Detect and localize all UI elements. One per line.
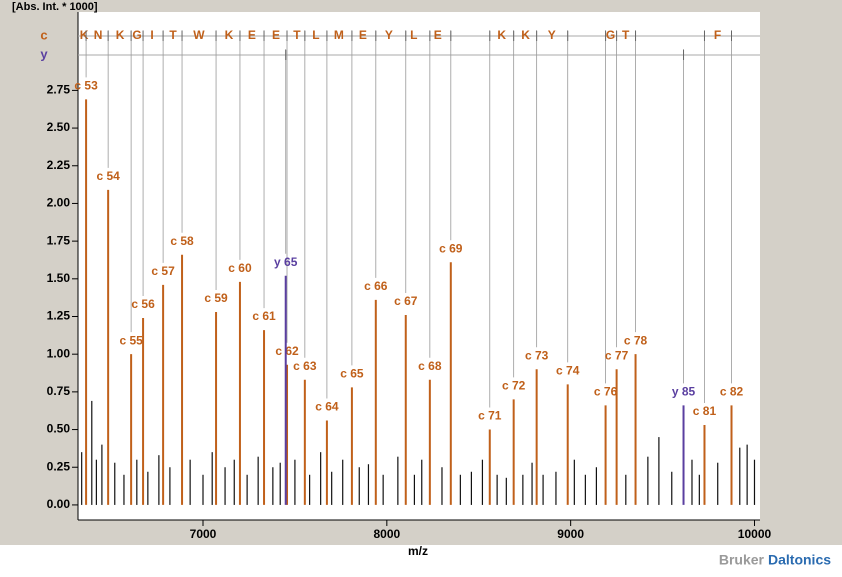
- peak-label: c 54: [96, 169, 120, 183]
- ladder-residue: W: [193, 28, 205, 42]
- ladder-residue: E: [434, 28, 442, 42]
- ladder-residue: F: [714, 28, 721, 42]
- y-axis-label: [Abs. Int. * 1000]: [12, 1, 98, 13]
- peak-label: c 74: [556, 364, 580, 378]
- y-tick-label: 0.75: [47, 384, 71, 398]
- peak-label: c 68: [418, 359, 442, 373]
- y-tick-label: 0.00: [47, 497, 71, 511]
- ladder-residue: K: [521, 28, 530, 42]
- ladder-residue: E: [359, 28, 367, 42]
- x-axis-label: m/z: [408, 544, 428, 558]
- plot-area: [78, 12, 760, 520]
- peak-label: c 56: [131, 297, 155, 311]
- y-tick-label: 1.75: [47, 233, 71, 247]
- peak-label: c 81: [693, 404, 717, 418]
- ladder-residue: K: [225, 28, 234, 42]
- peak-label: c 76: [594, 385, 618, 399]
- peak-label: c 57: [151, 264, 175, 278]
- x-tick-label: 8000: [373, 527, 400, 541]
- peak-label: c 66: [364, 279, 388, 293]
- peak-label: c 61: [252, 309, 276, 323]
- x-tick-label: 7000: [190, 527, 217, 541]
- peak-label: c 63: [293, 359, 317, 373]
- ladder-residue: T: [293, 28, 301, 42]
- ladder-residue: G: [132, 28, 141, 42]
- y-tick-label: 2.50: [47, 120, 71, 134]
- peak-label: c 77: [605, 348, 629, 362]
- ladder-residue: Y: [548, 28, 556, 42]
- peak-label: c 71: [478, 409, 502, 423]
- ladder-residue: T: [622, 28, 630, 42]
- peak-label: c 65: [340, 367, 364, 381]
- brand-name: Daltonics: [768, 552, 831, 568]
- ladder-residue: G: [606, 28, 615, 42]
- y-tick-label: 2.75: [47, 83, 71, 97]
- ladder-residue: K: [497, 28, 506, 42]
- peak-label: c 55: [119, 333, 143, 347]
- peak-label: c 78: [624, 333, 648, 347]
- ladder-residue: N: [94, 28, 103, 42]
- peak-label: y 65: [274, 255, 298, 269]
- peak-label: c 59: [204, 291, 228, 305]
- peak-label: y 85: [672, 385, 696, 399]
- y-tick-label: 0.50: [47, 422, 71, 436]
- brand-name: Bruker: [719, 552, 765, 568]
- y-tick-label: 0.25: [47, 459, 71, 473]
- y-tick-label: 1.50: [47, 271, 71, 285]
- ladder-residue: T: [169, 28, 177, 42]
- ladder-residue: L: [410, 28, 417, 42]
- peak-label: c 73: [525, 348, 549, 362]
- y-tick-label: 1.25: [47, 309, 71, 323]
- peak-label: c 72: [502, 379, 526, 393]
- peak-label: c 69: [439, 241, 463, 255]
- ladder-residue: M: [334, 28, 344, 42]
- ladder-residue: K: [116, 28, 125, 42]
- peak-label: c 82: [720, 385, 744, 399]
- y-tick-label: 2.00: [47, 196, 71, 210]
- peak-label: c 58: [170, 234, 194, 248]
- peak-label: c 64: [315, 400, 339, 414]
- y-tick-label: 2.25: [47, 158, 71, 172]
- x-tick-label: 10000: [738, 527, 772, 541]
- peak-label: c 60: [228, 261, 252, 275]
- peak-label: c 62: [275, 344, 299, 358]
- ladder-residue: L: [312, 28, 319, 42]
- ladder-residue: Y: [385, 28, 393, 42]
- peak-label: c 53: [74, 79, 98, 93]
- ladder-row-label: y: [40, 46, 48, 61]
- ladder-residue: K: [80, 28, 89, 42]
- x-tick-label: 9000: [557, 527, 584, 541]
- y-tick-label: 1.00: [47, 346, 71, 360]
- ladder-residue: E: [248, 28, 256, 42]
- ladder-residue: I: [150, 28, 153, 42]
- ladder-residue: E: [272, 28, 280, 42]
- peak-label: c 67: [394, 294, 418, 308]
- ladder-row-label: c: [40, 27, 47, 42]
